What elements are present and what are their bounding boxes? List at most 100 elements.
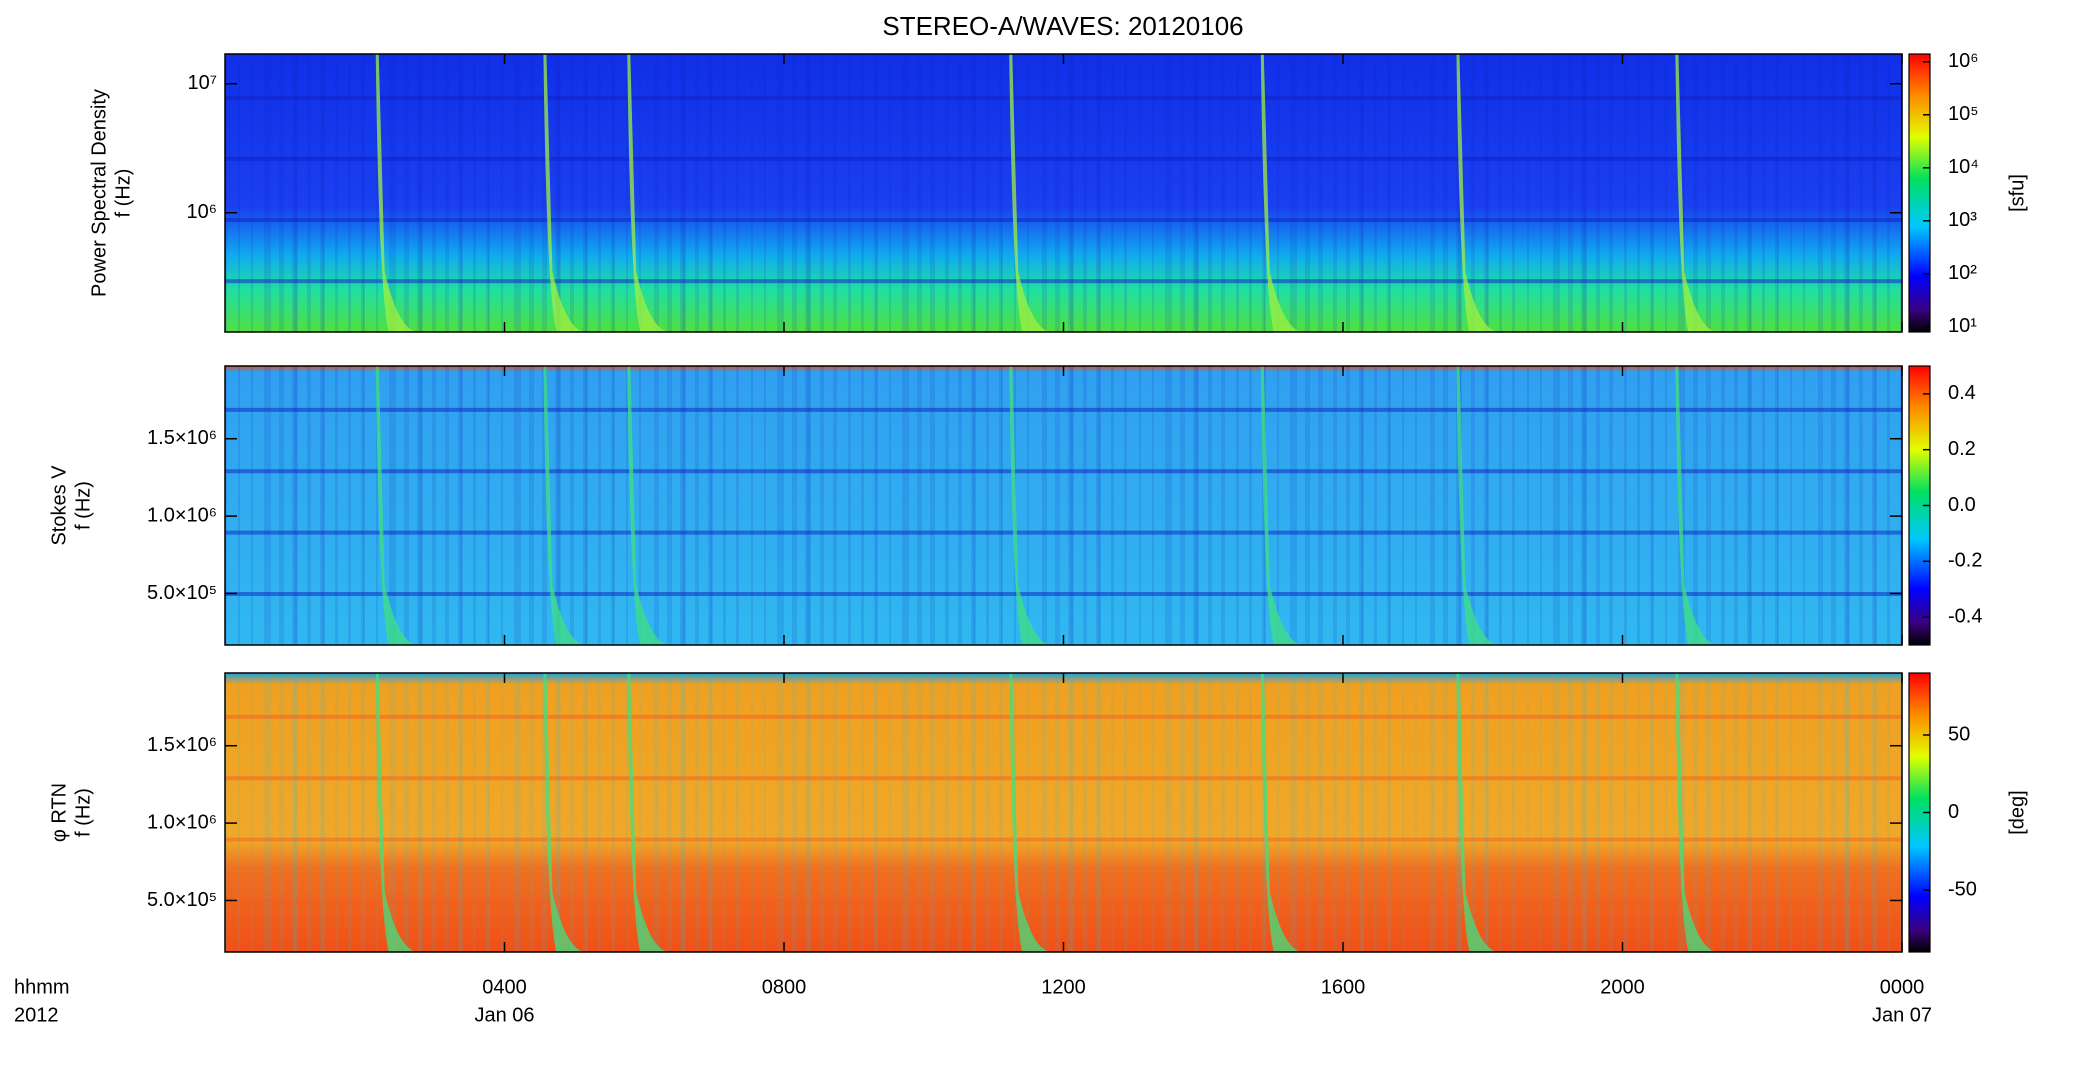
texture xyxy=(958,366,962,645)
texture xyxy=(1568,54,1573,332)
texture xyxy=(294,366,298,645)
texture xyxy=(1859,54,1863,332)
texture xyxy=(445,673,449,952)
texture xyxy=(1624,673,1627,952)
texture xyxy=(1443,366,1448,645)
texture xyxy=(542,366,547,645)
y-tick-label: 1.5×10⁶ xyxy=(147,734,217,756)
texture xyxy=(1512,673,1515,952)
texture xyxy=(1096,54,1100,332)
texture xyxy=(529,54,534,332)
texture xyxy=(555,673,560,952)
texture xyxy=(971,673,975,952)
texture xyxy=(292,673,297,952)
texture xyxy=(514,366,516,645)
colorbar-tick-label: 10⁶ xyxy=(1948,50,1978,72)
texture xyxy=(1262,673,1265,952)
texture xyxy=(917,673,922,952)
texture xyxy=(805,366,810,645)
texture xyxy=(555,54,560,332)
texture xyxy=(971,366,975,645)
texture xyxy=(820,366,824,645)
texture xyxy=(361,54,364,332)
texture xyxy=(1193,673,1198,952)
texture xyxy=(1359,366,1363,645)
y-tick-label: 1.0×10⁶ xyxy=(147,504,217,526)
texture xyxy=(1042,54,1047,332)
texture xyxy=(1402,366,1404,645)
colorbar-tick-label: 0.4 xyxy=(1948,382,1976,404)
texture xyxy=(1195,366,1199,645)
texture xyxy=(848,673,851,952)
texture xyxy=(516,366,521,645)
texture xyxy=(667,673,672,952)
colorbar-tick-label: 50 xyxy=(1948,723,1970,745)
texture xyxy=(486,673,489,952)
texture xyxy=(1874,54,1877,332)
texture xyxy=(1318,673,1323,952)
texture xyxy=(1555,366,1560,645)
texture xyxy=(1762,54,1765,332)
texture xyxy=(389,54,391,332)
texture xyxy=(419,366,423,645)
texture xyxy=(1027,366,1029,645)
x-tick-label: 2000 xyxy=(1600,976,1645,998)
texture xyxy=(1803,673,1805,952)
texture xyxy=(1665,366,1667,645)
texture xyxy=(736,54,739,332)
texture xyxy=(1290,366,1292,645)
texture xyxy=(1292,366,1297,645)
texture xyxy=(611,673,614,952)
texture xyxy=(1583,54,1587,332)
texture xyxy=(376,54,378,332)
texture xyxy=(1193,366,1198,645)
spectrogram xyxy=(225,673,1902,952)
texture xyxy=(307,366,311,645)
texture xyxy=(294,54,298,332)
texture xyxy=(225,366,227,645)
texture xyxy=(1387,54,1390,332)
texture xyxy=(930,673,935,952)
texture xyxy=(361,673,364,952)
texture xyxy=(1096,673,1100,952)
texture xyxy=(792,366,797,645)
texture xyxy=(1167,54,1172,332)
texture xyxy=(848,54,851,332)
texture xyxy=(542,54,547,332)
texture xyxy=(1652,54,1654,332)
texture xyxy=(264,366,266,645)
texture xyxy=(445,366,449,645)
texture xyxy=(1749,366,1752,645)
texture xyxy=(1292,673,1297,952)
texture xyxy=(1887,54,1890,332)
texture xyxy=(1568,366,1573,645)
texture xyxy=(874,366,877,645)
texture xyxy=(404,366,409,645)
texture xyxy=(335,366,338,645)
texture xyxy=(1333,673,1337,952)
texture xyxy=(570,673,574,952)
texture xyxy=(751,54,753,332)
band xyxy=(225,95,1902,100)
texture xyxy=(904,673,909,952)
colorbar-tick-label: 10⁴ xyxy=(1948,156,1979,178)
texture xyxy=(1583,366,1587,645)
texture xyxy=(363,673,365,952)
texture xyxy=(1055,366,1060,645)
texture xyxy=(667,54,672,332)
texture xyxy=(1846,366,1850,645)
texture xyxy=(486,54,489,332)
texture xyxy=(516,673,521,952)
texture xyxy=(1236,54,1239,332)
texture xyxy=(1499,54,1502,332)
texture xyxy=(667,366,672,645)
texture xyxy=(583,673,587,952)
texture xyxy=(639,366,641,645)
texture xyxy=(1374,366,1377,645)
colorbar-tick-label: 0.2 xyxy=(1948,438,1976,460)
texture xyxy=(458,366,462,645)
texture xyxy=(958,54,962,332)
texture xyxy=(417,54,422,332)
colorbar-tick-label: 0 xyxy=(1948,801,1959,823)
texture xyxy=(874,673,877,952)
